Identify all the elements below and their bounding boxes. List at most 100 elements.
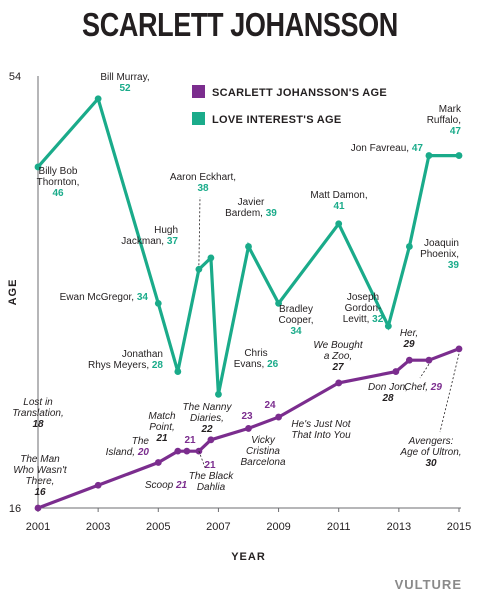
love-interest-point: [195, 265, 203, 273]
annotation-title: Ewan McGregor, 34: [60, 292, 149, 303]
annotation-value: 30: [425, 458, 437, 469]
legend-label: SCARLETT JOHANSSON'S AGE: [212, 87, 387, 99]
annotation-value: 16: [34, 487, 46, 498]
annotation-title: Evans, 26: [234, 359, 279, 370]
annotation-value: 29: [402, 339, 415, 350]
annotation-value: 23: [241, 411, 253, 422]
leader-line: [198, 451, 207, 471]
love-interest-point: [207, 254, 215, 262]
scarlett-age-point: [183, 447, 191, 455]
annotation-title: a Zoo,: [324, 351, 352, 362]
annotation-title: Rhys Meyers, 28: [88, 360, 163, 371]
love-interest-annotation: Matt Damon,41: [310, 190, 367, 212]
x-tick-label: 2011: [327, 521, 351, 533]
annotation-title: Javier: [238, 197, 265, 208]
annotation-value: 21: [184, 435, 196, 446]
annotation-title: Point,: [149, 422, 175, 433]
annotation-title: Mark: [439, 104, 462, 115]
annotation-title: The: [132, 436, 150, 447]
leader-line: [439, 353, 460, 433]
love-interest-point: [425, 152, 433, 159]
annotation-title: Joseph: [347, 292, 379, 303]
annotation-value: 38: [197, 183, 209, 194]
annotation-title: Gordon-: [345, 303, 382, 314]
x-tick-label: 2005: [146, 521, 170, 533]
annotation-title: Translation,: [12, 408, 64, 419]
annotation-title: Bradley: [279, 304, 313, 315]
annotation-title: Billy Bob: [39, 166, 78, 177]
love-interest-annotation: Ewan McGregor, 34: [60, 292, 149, 303]
annotation-title: Phoenix,: [420, 249, 459, 260]
x-tick-label: 2001: [26, 521, 50, 533]
annotation-value: 21: [204, 460, 216, 471]
annotation-value: 34: [290, 326, 302, 337]
annotation-value: 37: [167, 236, 179, 247]
y-tick-label: 16: [9, 503, 21, 515]
annotation-value: 47: [450, 126, 462, 137]
scarlett-age-point: [34, 504, 42, 512]
annotation-title: Jackman, 37: [121, 236, 178, 247]
love-interest-point: [215, 390, 222, 398]
annotation-title: Cooper,: [278, 315, 313, 326]
scarlett-age-point: [425, 356, 433, 364]
annotation-title: Her,: [400, 328, 418, 339]
annotation-title: Matt Damon,: [310, 190, 367, 201]
annotation-title: Diaries,: [190, 413, 224, 424]
love-interest-point: [174, 368, 182, 375]
scarlett-annotation: Avengers:Age of Ultron,30: [399, 436, 461, 469]
scarlett-age-point: [335, 379, 343, 387]
annotation-title: The Man: [20, 454, 60, 465]
leader-line: [419, 363, 430, 379]
annotation-value: 21: [155, 433, 168, 444]
scarlett-annotation: Her,29: [400, 328, 418, 350]
scarlett-annotation: Don Jon,28: [368, 382, 408, 404]
chart-title: SCARLETT JOHANSSON: [82, 6, 398, 43]
legend: SCARLETT JOHANSSON'S AGE LOVE INTEREST'S …: [192, 85, 387, 126]
annotation-value: 26: [267, 359, 279, 370]
annotation-title: Ruffalo,: [427, 115, 461, 126]
axes: 2001 2003 2005 2007 2009 2011 2013 2015 16 54 YEAR…: [7, 71, 471, 563]
annotation-title: Island, 20: [106, 447, 150, 458]
annotation-title: Age of Ultron,: [399, 447, 461, 458]
scarlett-age-point: [392, 368, 400, 375]
annotation-title: Aaron Eckhart,: [170, 172, 236, 183]
legend-swatch: [192, 112, 205, 125]
annotation-value: 24: [264, 400, 276, 411]
annotation-value: 39: [448, 260, 460, 271]
annotation-value: 46: [52, 188, 64, 199]
scarlett-age-point: [275, 413, 282, 421]
x-axis-title: YEAR: [231, 551, 266, 563]
annotation-title: Avengers:: [408, 436, 454, 447]
annotation-title: Thornton,: [37, 177, 80, 188]
love-interest-point: [405, 243, 413, 250]
annotation-title: The Nanny: [183, 402, 233, 413]
annotation-title: Don Jon,: [368, 382, 408, 393]
scarlett-age-point: [207, 436, 215, 444]
y-tick-label: 54: [9, 71, 21, 83]
annotation-value: 27: [331, 362, 344, 373]
love-interest-annotation: Bill Murray,52: [100, 72, 149, 94]
annotation-title: Vicky: [251, 435, 276, 446]
x-tick-label: 2013: [387, 521, 411, 533]
annotation-title: Jon Favreau, 47: [351, 143, 424, 154]
annotation-title: Barcelona: [240, 457, 285, 468]
annotation-value: 22: [200, 424, 213, 435]
scarlett-annotation: Chef, 29: [404, 382, 442, 393]
scarlett-age-point: [94, 481, 102, 489]
annotation-value: 18: [32, 419, 44, 430]
scarlett-age-point: [154, 459, 162, 466]
